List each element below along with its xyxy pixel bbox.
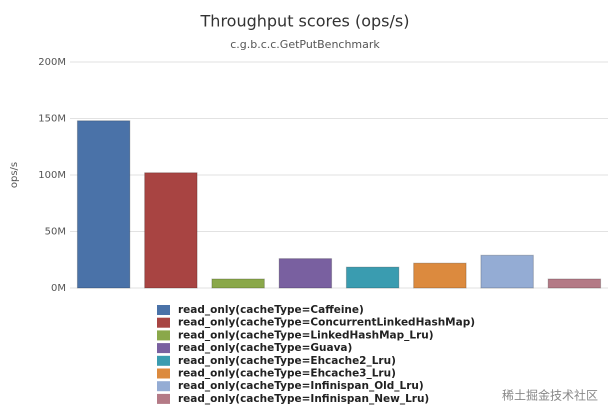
legend-label: read_only(cacheType=Caffeine) — [178, 304, 364, 316]
bar — [345, 266, 400, 289]
y-tick-label: 200M — [38, 57, 66, 68]
y-tick-label: 0M — [51, 283, 66, 294]
bar — [278, 258, 333, 289]
legend-label: read_only(cacheType=Infinispan_New_Lru) — [178, 393, 429, 405]
legend-swatch — [157, 317, 170, 328]
legend-swatch — [157, 393, 170, 404]
legend-swatch — [157, 368, 170, 379]
y-tick-label: 100M — [38, 170, 66, 181]
legend-swatch — [157, 343, 170, 354]
bar — [211, 278, 265, 289]
bar — [480, 254, 534, 289]
legend-label: read_only(cacheType=Ehcache3_Lru) — [178, 368, 396, 380]
legend-label: read_only(cacheType=ConcurrentLinkedHash… — [178, 317, 475, 329]
chart-title: Throughput scores (ops/s) — [200, 12, 410, 31]
legend-label: read_only(cacheType=Guava) — [178, 342, 352, 354]
bar — [144, 172, 198, 289]
chart-subtitle: c.g.b.c.c.GetPutBenchmark — [230, 38, 380, 51]
legend-label: read_only(cacheType=Infinispan_Old_Lru) — [178, 380, 424, 392]
bar — [413, 262, 467, 289]
legend-swatch — [157, 305, 170, 315]
legend-swatch — [157, 355, 170, 366]
bar — [76, 120, 131, 289]
legend-label: read_only(cacheType=Ehcache2_Lru) — [178, 355, 396, 367]
legend-label: read_only(cacheType=LinkedHashMap_Lru) — [178, 329, 434, 341]
y-axis-label: ops/s — [9, 162, 20, 188]
y-tick-label: 50M — [45, 227, 66, 238]
watermark: 稀土掘金技术社区 — [502, 388, 598, 403]
y-tick-label: 150M — [38, 114, 66, 125]
legend-swatch — [157, 381, 170, 392]
legend-swatch — [157, 330, 170, 341]
bar — [547, 278, 602, 289]
